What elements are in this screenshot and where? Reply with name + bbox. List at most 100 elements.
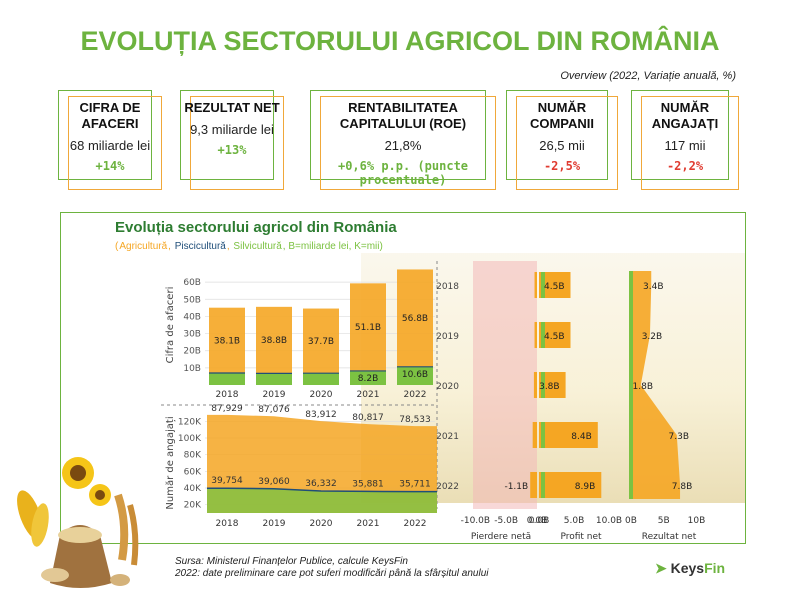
card-frame <box>631 90 729 180</box>
y-axis-label: Cifra de afaceri <box>165 287 176 364</box>
kpi-value: 117 mii <box>664 138 706 153</box>
x-tick-label: 2018 <box>216 519 239 529</box>
area-data-label: 83,912 <box>305 410 337 420</box>
row-year-label: 2022 <box>436 482 459 492</box>
bar-data-label: 8.2B <box>358 374 379 384</box>
bar-agricultura <box>303 308 339 374</box>
bar-silvicultura <box>303 373 339 385</box>
bar-profit <box>539 422 598 448</box>
card-frame <box>310 90 486 180</box>
bar-data-label: 4.5B <box>544 282 565 292</box>
kpi-change: -2,5% <box>543 159 581 173</box>
area-data-label: 36,332 <box>305 479 337 489</box>
legend-open: ( <box>115 241 119 252</box>
y-axis-label: Număr de angajați <box>165 416 176 509</box>
card-frame <box>190 96 284 190</box>
bar-profit-silvicultura <box>541 272 545 298</box>
card-content: CIFRA DE AFACERI 68 miliarde lei +14% <box>58 100 162 173</box>
x-tick-label: -5.0B <box>494 516 518 526</box>
bar-pierdere <box>534 272 537 298</box>
area-data-label: 78,533 <box>399 415 431 425</box>
kpi-label: RENTABILITATEA CAPITALULUI (ROE) <box>339 100 467 131</box>
legend-sep: , <box>168 241 174 252</box>
x-tick-label: 10B <box>688 516 706 526</box>
legend-silvicultura: Silvicultură <box>233 241 282 252</box>
area-data-label: 7.8B <box>672 482 693 492</box>
bar-silvicultura <box>350 370 386 385</box>
bar-data-label: 8.4B <box>571 432 592 442</box>
bar-data-label: 8.9B <box>575 482 596 492</box>
chart-svg: 10B 20B 30B 40B 50B 60B Cifra de afaceri 38.1B 2… <box>161 253 745 542</box>
bar-profit-silvicultura <box>541 472 545 498</box>
kpi-label: NUMĂR COMPANII <box>529 100 595 131</box>
card-frame <box>180 90 274 180</box>
x-tick-label: 5.0B <box>564 516 585 526</box>
kpi-change: -2,2% <box>666 159 704 173</box>
bar-data-label: 37.7B <box>308 337 334 347</box>
card-content: RENTABILITATEA CAPITALULUI (ROE) 21,8% +0,… <box>310 100 496 187</box>
area-data-label: 80,817 <box>352 413 384 423</box>
bar-silvicultura <box>209 373 245 385</box>
kpi-card: NUMĂR ANGAJAȚI 117 mii -2,2% <box>631 90 739 190</box>
page-title: EVOLUȚIA SECTORULUI AGRICOL DIN ROMÂNIA <box>80 26 720 56</box>
kpi-value: 26,5 mii <box>539 138 585 153</box>
kpi-value: 9,3 miliarde lei <box>190 122 274 137</box>
legend-rest: , B=miliarde lei, K=mii) <box>282 241 383 252</box>
line-piscicultura <box>207 487 437 493</box>
y-tick-label: 30B <box>183 330 201 340</box>
source-line: Sursa: Ministerul Finanțelor Publice, ca… <box>175 556 408 567</box>
kpi-label: REZULTAT NET <box>184 100 280 115</box>
x-axis-label: Pierdere netă <box>471 532 531 542</box>
bar-data-label: 10.6B <box>402 370 428 380</box>
bar-pierdere <box>530 472 537 498</box>
bar-silvicultura <box>256 373 292 385</box>
loss-zone <box>473 261 537 509</box>
card-frame <box>68 96 162 190</box>
y-tick-label: 60B <box>183 278 201 288</box>
row-year-label: 2018 <box>436 282 459 292</box>
kpi-change: +13% <box>217 143 247 157</box>
x-tick-label: 2018 <box>216 390 239 400</box>
bar-data-label: 4.5B <box>544 332 565 342</box>
x-tick-label: 10.0B <box>596 516 622 526</box>
row-year-label: 2020 <box>436 382 459 392</box>
x-tick-label: 0B <box>625 516 637 526</box>
bar-data-label: 38.8B <box>261 336 287 346</box>
chart-panel: Evoluția sectorului agricol din România … <box>60 212 746 544</box>
area-data-label: 87,929 <box>211 404 243 414</box>
y-tick-label: 40B <box>183 312 201 322</box>
x-axis-label: Rezultat net <box>642 532 697 542</box>
bar-data-label: 38.1B <box>214 336 240 346</box>
y-tick-label: 100K <box>178 434 202 444</box>
logo-text-fin: Fin <box>704 560 726 576</box>
bar-pierdere <box>532 422 537 448</box>
bar-agricultura <box>209 307 245 373</box>
bar-profit-silvicultura <box>541 372 545 398</box>
kpi-card: NUMĂR COMPANII 26,5 mii -2,5% <box>506 90 618 190</box>
logo-arrow-icon: ➤ <box>655 560 667 576</box>
card-frame <box>58 90 152 180</box>
x-tick-label: 2022 <box>404 519 427 529</box>
bar-data-label: 51.1B <box>355 323 381 333</box>
x-tick-label: 0.0B <box>527 516 548 526</box>
kpi-card: REZULTAT NET 9,3 miliarde lei +13% <box>180 90 284 190</box>
x-tick-label: 2021 <box>357 390 380 400</box>
bar-data-label: 3.8B <box>539 382 560 392</box>
kpi-value: 68 miliarde lei <box>69 138 151 153</box>
card-frame <box>641 96 739 190</box>
kpi-label: NUMĂR ANGAJAȚI <box>651 100 719 131</box>
x-axis-label: Profit net <box>560 532 602 542</box>
kpi-label: CIFRA DE AFACERI <box>79 100 141 131</box>
legend-sep: , <box>226 241 233 252</box>
sunflower-wheat-illustration <box>17 457 139 588</box>
y-tick-label: 40K <box>184 484 202 494</box>
keysfin-logo: ➤ KeysFin <box>655 560 725 577</box>
area-data-label: 35,711 <box>399 480 431 490</box>
bar-agricultura <box>256 306 292 374</box>
x-tick-label: 2022 <box>404 390 427 400</box>
row-year-label: 2019 <box>436 332 459 342</box>
kpi-change: +14% <box>95 159 125 173</box>
area-data-label: 87,076 <box>258 405 290 415</box>
area-silvicultura <box>207 488 437 513</box>
x-tick-label: 2021 <box>357 519 380 529</box>
